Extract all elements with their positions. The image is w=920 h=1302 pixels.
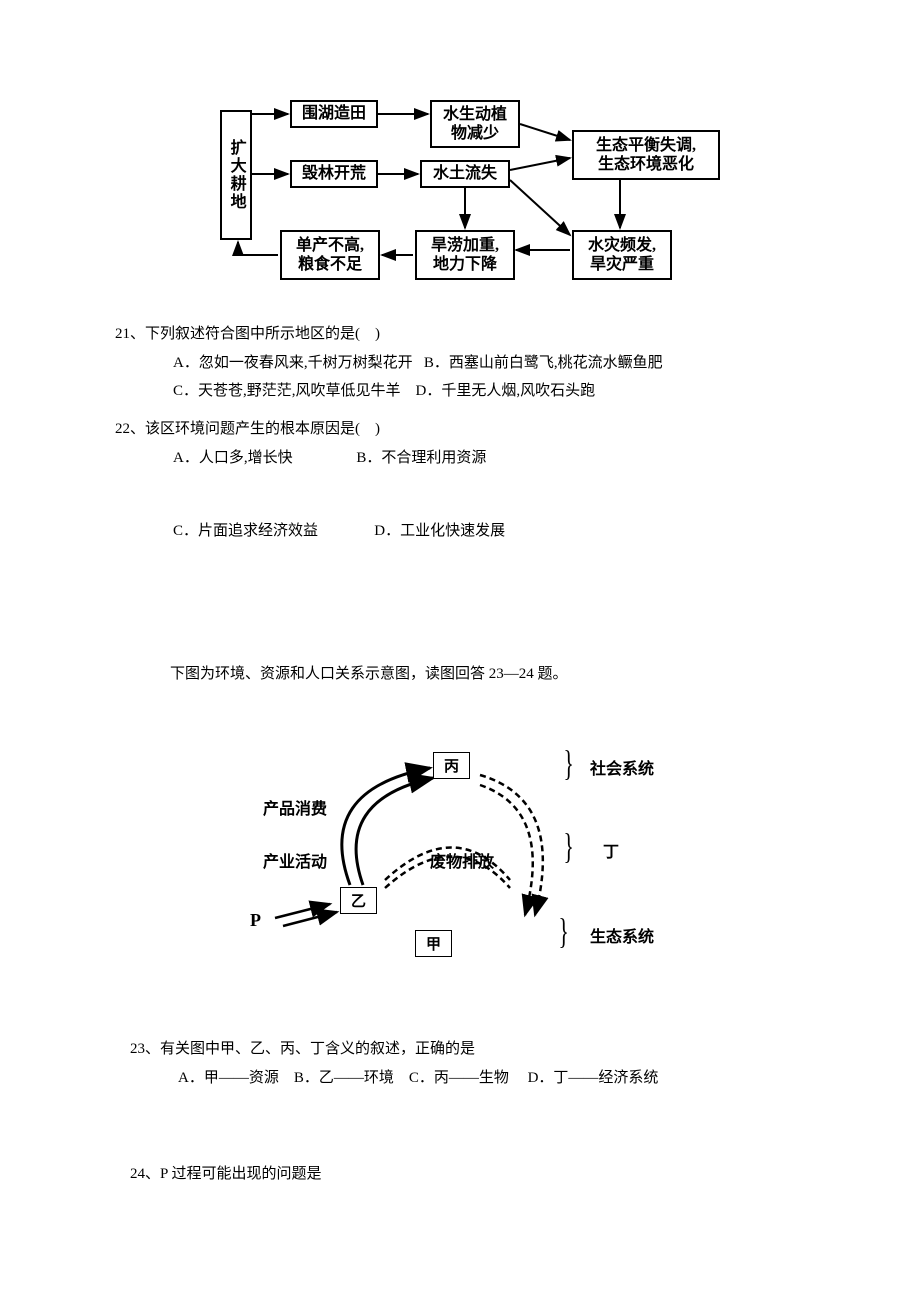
question-21: 21、下列叙述符合图中所示地区的是( ) A．忽如一夜春风来,千树万树梨花开 B…: [115, 320, 663, 406]
q21-stem: 21、下列叙述符合图中所示地区的是( ): [115, 320, 663, 349]
node-expand-farmland: 扩大耕地: [220, 110, 252, 240]
label-waste: 废物排放: [430, 848, 494, 872]
box-bing: 丙: [433, 752, 470, 779]
node-low-yield: 单产不高, 粮食不足: [280, 230, 380, 280]
q24-stem: 24、P 过程可能出现的问题是: [130, 1160, 322, 1189]
q23-options: A．甲——资源 B．乙——环境 C．丙——生物 D．丁——经济系统: [130, 1064, 658, 1093]
question-24: 24、P 过程可能出现的问题是: [130, 1160, 322, 1189]
label-social-system: 社会系统: [590, 755, 654, 779]
q21-options-line1: A．忽如一夜春风来,千树万树梨花开 B．西塞山前白鹭飞,桃花流水鳜鱼肥: [115, 349, 663, 378]
q22-options-line1: A．人口多,增长快 B．不合理利用资源: [115, 444, 505, 473]
node-eco-imbalance: 生态平衡失调, 生态环境恶化: [572, 130, 720, 180]
label-eco-system: 生态系统: [590, 923, 654, 947]
node-soil-erosion: 水土流失: [420, 160, 510, 188]
q23-stem: 23、有关图中甲、乙、丙、丁含义的叙述，正确的是: [130, 1035, 658, 1064]
node-deforest: 毁林开荒: [290, 160, 378, 188]
intro-text: 下图为环境、资源和人口关系示意图，读图回答 23—24 题。: [170, 660, 568, 689]
label-industry: 产业活动: [263, 848, 327, 872]
box-yi: 乙: [340, 887, 377, 914]
system-diagram-2: 丙 乙 甲 P 产品消费 产业活动 废物排放 } 社会系统 } 丁 } 生态系统: [255, 740, 675, 970]
brace-ding: }: [563, 825, 573, 867]
question-23: 23、有关图中甲、乙、丙、丁含义的叙述，正确的是 A．甲——资源 B．乙——环境…: [130, 1035, 658, 1092]
node-drought-flood: 旱涝加重, 地力下降: [415, 230, 515, 280]
node-flood-drought: 水灾频发, 旱灾严重: [572, 230, 672, 280]
flowchart-diagram-1: 扩大耕地 围湖造田 水生动植 物减少 毁林开荒 水土流失 生态平衡失调, 生态环…: [220, 100, 780, 290]
label-product-consume: 产品消费: [263, 795, 327, 819]
label-ding: 丁: [603, 838, 619, 862]
question-22: 22、该区环境问题产生的根本原因是( ) A．人口多,增长快 B．不合理利用资源…: [115, 415, 505, 546]
q22-options-line2: C．片面追求经济效益 D．工业化快速发展: [115, 517, 505, 546]
node-enclose-lake: 围湖造田: [290, 100, 378, 128]
label-p: P: [250, 910, 261, 931]
q21-options-line2: C．天苍苍,野茫茫,风吹草低见牛羊 D．千里无人烟,风吹石头跑: [115, 377, 663, 406]
brace-social: }: [563, 742, 573, 784]
q22-stem: 22、该区环境问题产生的根本原因是( ): [115, 415, 505, 444]
node-aquatic-decrease: 水生动植 物减少: [430, 100, 520, 148]
intro-23-24: 下图为环境、资源和人口关系示意图，读图回答 23—24 题。: [170, 660, 568, 689]
box-jia: 甲: [415, 930, 452, 957]
brace-eco: }: [558, 910, 568, 952]
